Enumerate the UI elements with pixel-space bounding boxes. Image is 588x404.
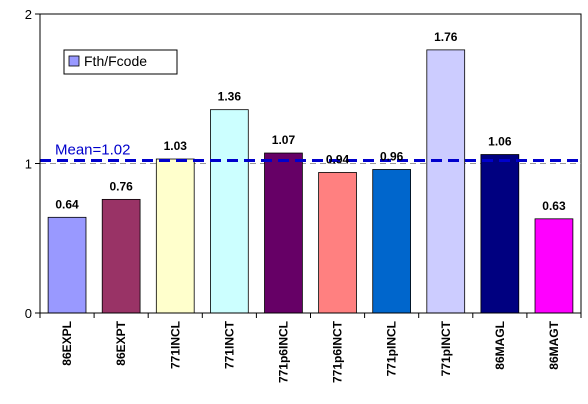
bar-771p6INCT	[318, 172, 357, 314]
legend: Fth/Fcode	[63, 49, 178, 75]
data-label-86EXPT: 0.76	[109, 179, 133, 193]
bar-771pINCL	[372, 169, 411, 314]
legend-box	[63, 49, 178, 75]
data-label-86MAGL: 1.06	[488, 135, 512, 149]
data-label-771p6INCL: 1.07	[272, 133, 296, 147]
bar-86EXPT	[101, 198, 141, 314]
legend-swatch	[68, 55, 80, 67]
x-tick-label: 771p6INCT	[331, 320, 345, 383]
x-tick-label: 771pINCL	[385, 321, 399, 376]
x-tick-label: 86MAGT	[547, 320, 561, 369]
bar-771INCL	[155, 158, 195, 314]
data-label-86EXPL: 0.64	[55, 197, 79, 211]
data-label-771pINCT: 1.76	[434, 30, 458, 44]
x-tick-label: 86EXPT	[114, 320, 128, 365]
bar-86MAGT	[534, 218, 574, 314]
x-tick-label: 771INCT	[222, 320, 236, 369]
y-tick-label: 2	[25, 7, 32, 22]
data-label-771p6INCT: 0.94	[326, 152, 350, 166]
bar-771pINCT	[426, 49, 466, 314]
mean-line-group: Mean=1.02	[40, 142, 581, 163]
axes-group: 0 1 2 86EXPL 86EXPT 771INCL 771INCT 771p6INCL 77…	[25, 7, 582, 383]
mean-label: Mean=1.02	[55, 142, 130, 159]
y-tick-label: 0	[25, 306, 32, 321]
x-tick-label: 771INCL	[168, 321, 182, 369]
data-labels-group: 0.64 0.76 1.03 1.36 1.07 0.94 0.96 1.76 1.06 0.63	[55, 30, 566, 213]
data-label-86MAGT: 0.63	[542, 199, 566, 213]
legend-label: Fth/Fcode	[84, 53, 147, 69]
plot-area	[40, 13, 582, 313]
plot-area-border	[40, 13, 582, 313]
x-tick-label: 771p6INCL	[276, 321, 290, 383]
bars-group	[47, 49, 574, 314]
data-label-771INCT: 1.36	[218, 90, 242, 104]
bar-86EXPL	[47, 216, 87, 314]
x-tick-label: 86MAGL	[493, 321, 507, 370]
data-label-771INCL: 1.03	[164, 139, 188, 153]
y-tick-label: 1	[25, 157, 32, 172]
bar-86MAGL	[480, 154, 520, 314]
bar-771p6INCL	[264, 152, 303, 314]
x-tick-label: 771pINCT	[439, 320, 453, 376]
x-tick-label: 86EXPL	[60, 321, 74, 366]
data-label-771pINCL: 0.96	[380, 149, 404, 163]
bar-771INCT	[210, 109, 249, 314]
